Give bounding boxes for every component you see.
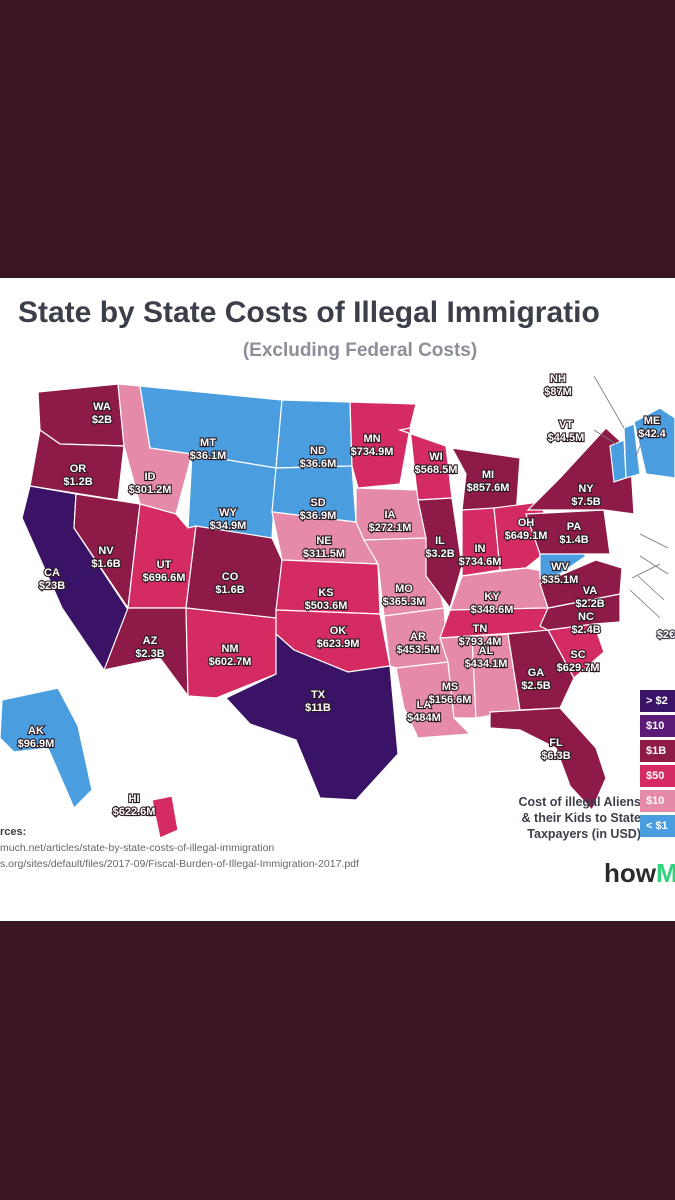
state-label-mn: MN $734.9M [351, 433, 394, 458]
state-label-ms: MS $156.6M [429, 681, 472, 706]
state-label-ut: UT $696.6M [143, 559, 186, 584]
state-label-ne: NE $311.5M [303, 535, 345, 560]
leader-line [637, 575, 665, 601]
state-label-ok: OK $623.9M [317, 625, 360, 650]
page-subtitle: (Excluding Federal Costs) [242, 340, 478, 361]
leader-line [639, 533, 669, 549]
state-label-tx: TX $11B [305, 689, 331, 714]
brand-logo: howM [604, 858, 675, 889]
leader-line [631, 563, 661, 579]
sources: rces: much.net/articles/state-by-state-c… [0, 824, 359, 872]
legend-caption-line: Taxpayers (in USD) [527, 827, 641, 841]
state-label-in: IN $734.6M [459, 543, 502, 568]
state-label-nd: ND $36.6M [300, 445, 337, 470]
state-va [539, 559, 623, 609]
state-ak [0, 687, 93, 810]
state-label-fl: FL $6.3B [541, 737, 570, 762]
sources-heading: rces: [0, 826, 27, 838]
state-label-oh: OH $649.1M [505, 517, 548, 542]
state-label-nc: NC $2.4B [571, 611, 600, 636]
state-label-ky: KY $348.6M [471, 591, 514, 616]
state-label-sd: SD $36.9M [300, 497, 337, 522]
state-or [29, 428, 125, 501]
state-label-co: CO $1.6B [215, 571, 244, 596]
leader-line [635, 445, 641, 457]
state-label-nm: NM $602.7M [209, 643, 252, 668]
legend-item-10m-100m: $10 [640, 790, 675, 812]
state-label-nh: NH $87M [544, 373, 572, 398]
state-label-ia: IA $272.1M [369, 509, 412, 534]
state-ms [439, 635, 477, 719]
infographic-card: State by State Costs of Illegal Immigrat… [0, 278, 675, 921]
state-mn [349, 401, 417, 489]
state-il [417, 497, 463, 610]
legend-item-1b-2b: $10 [640, 715, 675, 737]
state-label-mo: MO $365.3M [383, 583, 426, 608]
state-label-mi: MI $857.6M [467, 469, 510, 494]
us-map: WA $2B OR $1.2B CA $23B NV $1.6B ID $301.2M MT $36.… [0, 372, 675, 839]
state-pa [525, 509, 611, 555]
state-me [633, 407, 675, 479]
leader-line [639, 555, 669, 575]
state-label-id: ID $301.2M [129, 471, 172, 496]
state-fl [489, 707, 607, 812]
state-label-or: OR $1.2B [63, 463, 92, 488]
state-label-tn: TN $793.4M [459, 623, 502, 648]
state-label-wa: WA $2B [92, 401, 112, 426]
state-label-wy: WY $34.9M [210, 507, 247, 532]
state-label-me: ME $42.4 [638, 415, 666, 440]
state-label-ny: NY $7.5B [571, 483, 600, 508]
legend-caption-line: & their Kids to State [521, 811, 641, 825]
leader-line [593, 375, 625, 429]
state-label-ga: GA $2.5B [521, 667, 550, 692]
state-hi [151, 795, 179, 839]
legend-item-500m-1b: $1B [640, 740, 675, 762]
state-label-ak: AK $96.9M [18, 725, 55, 750]
state-label-wv: WV $35.1M [542, 561, 579, 586]
page-title: State by State Costs of Illegal Immigrat… [18, 296, 600, 329]
source-link[interactable]: much.net/articles/state-by-state-costs-o… [0, 842, 275, 854]
state-nm [185, 607, 277, 699]
state-label-sc: SC $629.7M [557, 649, 600, 674]
legend: > $2 $10 $1B $50 $10 < $1 [640, 690, 675, 840]
legend-caption-line: Cost of illegal Aliens [518, 795, 641, 809]
state-ut [127, 503, 197, 609]
state-label-mt: MT $36.1M [190, 437, 227, 462]
state-label-nv: NV $1.6B [91, 545, 120, 570]
state-label-vt: VT $44.5M [548, 419, 585, 444]
state-label-al: AL $434.1M [465, 645, 508, 670]
state-az [103, 607, 189, 698]
state-label-ks: KS $503.6M [305, 587, 348, 612]
state-label-va: VA $2.2B [575, 585, 604, 610]
brand-main: how [604, 858, 656, 888]
state-nh [623, 423, 641, 479]
state-label-la: LA $484M [407, 699, 441, 724]
leader-line [593, 429, 617, 445]
legend-item-over-2b: > $2 [640, 690, 675, 712]
legend-item-under-10m: < $1 [640, 815, 675, 837]
legend-caption: Cost of illegal Aliens & their Kids to S… [471, 794, 641, 842]
brand-accent: M [656, 858, 675, 888]
state-label-ca: CA $23B [39, 567, 65, 592]
state-label-az: AZ $2.3B [135, 635, 164, 660]
state-label-pa: PA $1.4B [559, 521, 588, 546]
source-link[interactable]: s.org/sites/default/files/2017-09/Fiscal… [0, 858, 359, 870]
legend-item-100m-500m: $50 [640, 765, 675, 787]
state-tx [225, 632, 399, 801]
state-label-il: IL $3.2B [425, 535, 454, 560]
state-label-hi: HI $622.6M [113, 793, 156, 818]
state-ga [507, 629, 575, 711]
state-label-wi: WI $568.5M [415, 451, 458, 476]
offmap-state-label: $2€ [657, 629, 675, 641]
leader-line [629, 589, 661, 619]
state-label-ar: AR $453.5M [397, 631, 440, 656]
